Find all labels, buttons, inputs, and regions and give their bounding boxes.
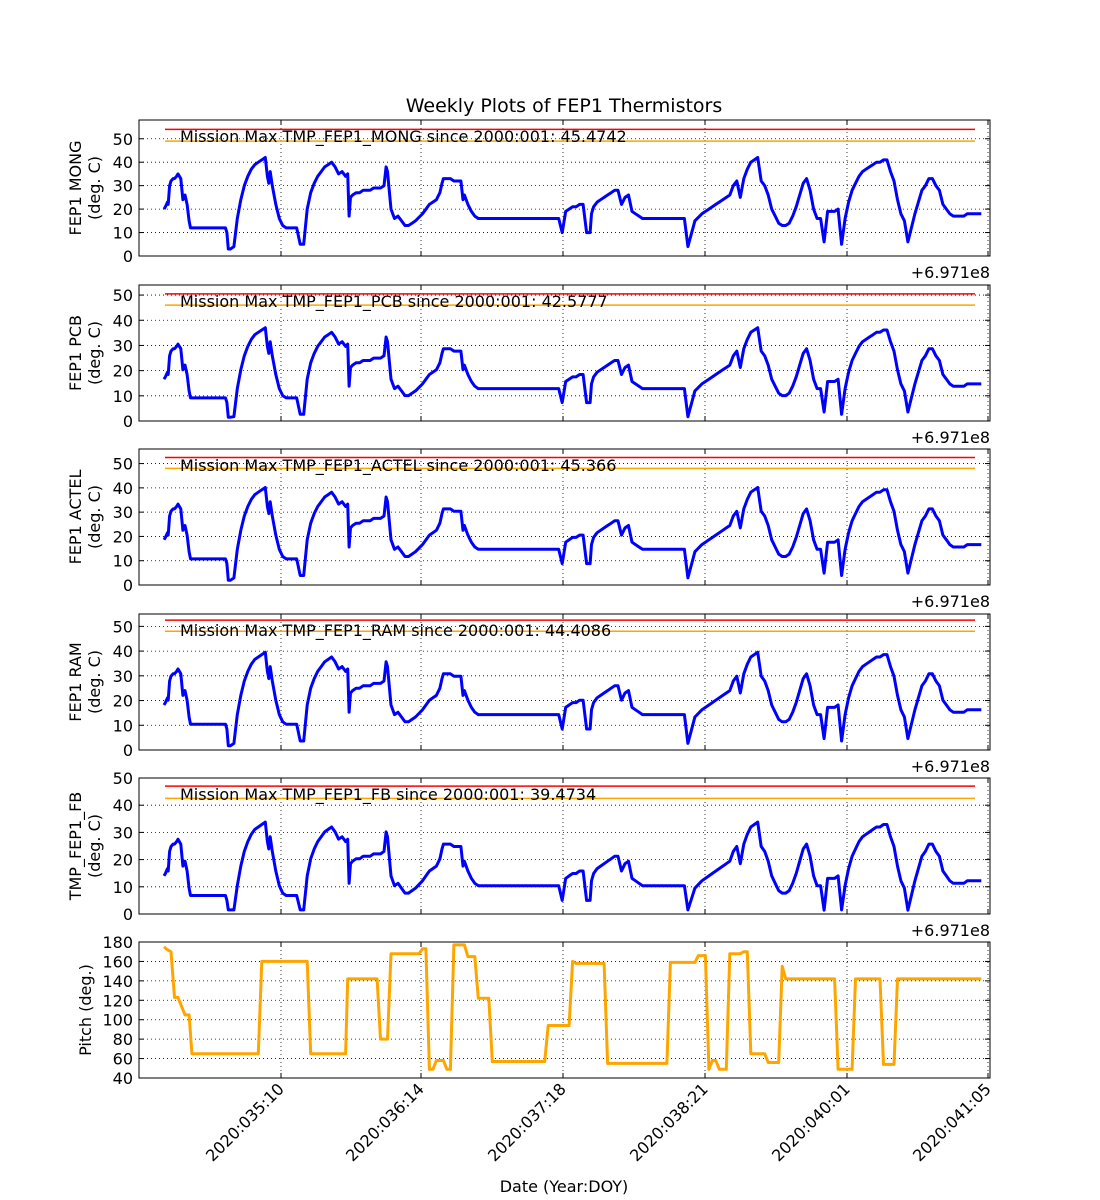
y-axis-unit-label: (deg. C): [85, 650, 104, 714]
temperature-series: [162, 156, 982, 251]
y-tick-label: 20: [113, 527, 133, 546]
mission-max-annotation: Mission Max TMP_FEP1_PCB since 2000:001:…: [180, 292, 608, 312]
panel-4: 0 10 20 30 40 50 Mission Max TMP_FEP1_RAM sinc…: [66, 613, 991, 776]
panel-3: 0 10 20 30 40 50 Mission Max TMP_FEP1_ACTEL si…: [66, 448, 991, 611]
axes-frame: [138, 777, 991, 915]
y-tick-label: 40: [113, 479, 133, 498]
pitch-series: [163, 943, 982, 1071]
y-tick-label: 160: [102, 952, 133, 971]
y-tick-label: 20: [113, 851, 133, 870]
y-tick-label: 30: [113, 667, 133, 686]
y-tick-label: 100: [102, 1011, 133, 1030]
y-axis-label: TMP_FEP1_FB: [66, 792, 86, 902]
y-tick-label: 50: [113, 455, 133, 474]
y-tick-label: 10: [113, 552, 133, 571]
y-tick-label: 20: [113, 200, 133, 219]
mission-max-annotation: Mission Max TMP_FEP1_ACTEL since 2000:00…: [180, 456, 616, 476]
temperature-series: [162, 820, 982, 912]
x-tick-labels: 2020:035:10 2020:036:14 2020:037:18 2020:03…: [202, 1079, 995, 1165]
y-tick-label: 0: [123, 247, 133, 266]
y-tick-label: 30: [113, 336, 133, 355]
x-tick-label: 2020:038:21: [626, 1079, 712, 1165]
y-tick-label: 40: [113, 642, 133, 661]
mission-max-annotation: Mission Max TMP_FEP1_RAM since 2000:001:…: [180, 621, 611, 641]
x-tick-label: 2020:037:18: [484, 1079, 570, 1165]
x-offset-label: +6.971e8: [911, 263, 990, 282]
y-axis-unit-label: (deg. C): [85, 321, 104, 385]
y-tick-label: 40: [113, 796, 133, 815]
y-axis-label: FEP1 ACTEL: [66, 469, 85, 564]
y-tick-label: 50: [113, 130, 133, 149]
y-tick-label: 20: [113, 692, 133, 711]
axes-frame: [138, 119, 991, 257]
y-tick-label: 0: [123, 741, 133, 760]
x-offset-label: +6.971e8: [911, 921, 990, 940]
mission-max-annotation: Mission Max TMP_FEP1_MONG since 2000:001…: [180, 127, 627, 147]
y-tick-label: 10: [113, 716, 133, 735]
x-tick-label: 2020:040:01: [768, 1079, 854, 1165]
temperature-series: [162, 326, 982, 419]
x-tick-label: 2020:035:10: [202, 1079, 288, 1165]
y-tick-label: 10: [113, 387, 133, 406]
panel-5: 0 10 20 30 40 50 Mission Max TMP_FEP1_FB since…: [66, 769, 991, 940]
temperature-series: [162, 486, 982, 582]
x-tick-label: 2020:041:05: [909, 1079, 995, 1165]
y-axis-unit-label: (deg. C): [85, 814, 104, 878]
y-tick-label: 40: [113, 311, 133, 330]
panels: 0 10 20 30 40 50 Mission Max TMP_FEP1_MONG sin…: [66, 119, 991, 1088]
y-axis-label: FEP1 MONG: [66, 141, 85, 236]
y-axis-unit-label: (deg. C): [85, 156, 104, 220]
y-axis-label: FEP1 PCB: [66, 315, 85, 391]
x-offset-label: +6.971e8: [911, 757, 990, 776]
y-tick-label: 30: [113, 177, 133, 196]
x-offset-label: +6.971e8: [911, 592, 990, 611]
y-tick-label: 50: [113, 286, 133, 305]
panel-2: 0 10 20 30 40 50 Mission Max TMP_FEP1_PCB sinc…: [66, 284, 991, 447]
y-axis-unit-label: (deg. C): [85, 485, 104, 549]
y-axis-label: FEP1 RAM: [66, 642, 85, 721]
y-tick-label: 40: [113, 1069, 133, 1088]
x-tick-label: 2020:036:14: [342, 1079, 428, 1165]
y-tick-label: 30: [113, 503, 133, 522]
y-axis-label: Pitch (deg.): [76, 964, 95, 1056]
temperature-series: [162, 650, 982, 748]
y-tick-label: 10: [113, 224, 133, 243]
y-tick-label: 30: [113, 823, 133, 842]
y-tick-label: 20: [113, 362, 133, 381]
y-tick-label: 140: [102, 972, 133, 991]
mission-max-annotation: Mission Max TMP_FEP1_FB since 2000:001: …: [180, 785, 596, 805]
figure-title: Weekly Plots of FEP1 Thermistors: [406, 95, 723, 117]
y-tick-label: 180: [102, 933, 133, 952]
x-axis-label: Date (Year:DOY): [500, 1177, 629, 1196]
y-tick-label: 80: [113, 1030, 133, 1049]
axes-frame: [138, 613, 991, 751]
y-tick-label: 40: [113, 153, 133, 172]
axes-frame: [138, 941, 991, 1079]
panel-1: 0 10 20 30 40 50 Mission Max TMP_FEP1_MONG sin…: [66, 119, 991, 282]
y-tick-label: 10: [113, 878, 133, 897]
x-offset-label: +6.971e8: [911, 428, 990, 447]
y-tick-label: 0: [123, 412, 133, 431]
y-tick-label: 120: [102, 991, 133, 1010]
y-tick-label: 0: [123, 576, 133, 595]
axes-frame: [138, 284, 991, 422]
axes-frame: [138, 448, 991, 586]
y-tick-label: 0: [123, 905, 133, 924]
y-tick-label: 50: [113, 769, 133, 788]
y-tick-label: 50: [113, 617, 133, 636]
y-tick-label: 60: [113, 1050, 133, 1069]
